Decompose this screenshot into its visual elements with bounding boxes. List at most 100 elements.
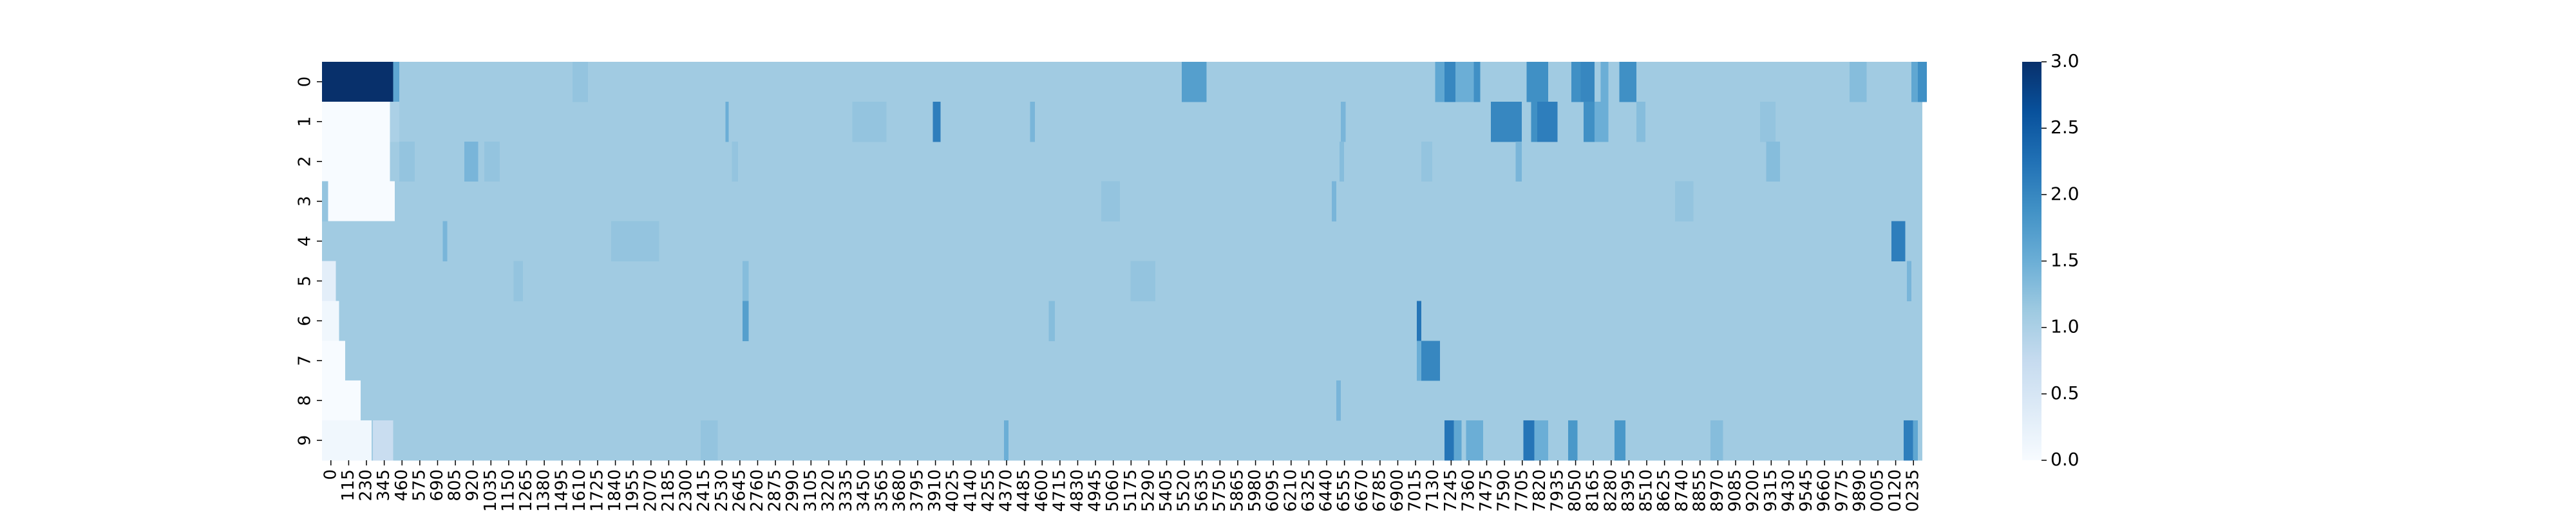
x-tick-label: 6785 [1370,469,1389,512]
x-tick-label: 3680 [890,469,909,512]
x-tick-label: 1610 [570,469,589,512]
x-tick-label: 1150 [498,469,518,512]
heatmap-cell [1636,101,1646,142]
heatmap-cell-block [322,62,398,102]
x-tick-label: 5060 [1103,469,1122,512]
x-tick-label: 4025 [943,469,963,512]
heatmap-cell [701,420,718,461]
x-tick-label: 9430 [1779,469,1798,512]
x-tick-label: 805 [446,469,465,501]
heatmap-cell-block [322,181,395,222]
heatmap-row-9 [322,420,1922,461]
x-tick-label: 460 [392,469,412,501]
x-tick-label: 5405 [1157,469,1176,512]
heatmap-cell [743,301,749,341]
x-tick-label: 4830 [1068,469,1087,512]
x-tick-label: 6900 [1388,469,1407,512]
heatmap-cell [390,101,400,142]
x-tick-label: 8970 [1708,469,1727,512]
x-tick-label: 9315 [1761,469,1781,512]
heatmap-cell-block [322,221,333,261]
x-tick-label: 0120 [1886,469,1905,512]
x-tick-label: 7820 [1530,469,1549,512]
heatmap-cell [1491,101,1522,142]
heatmap-cell [1421,141,1432,182]
x-tick-label: 690 [428,469,447,501]
heatmap-cell [1759,101,1776,142]
heatmap-cell [1421,341,1440,381]
heatmap-cell-block [322,101,390,142]
x-tick-label: 5290 [1139,469,1158,512]
x-tick-label: 6670 [1352,469,1372,512]
heatmap-cell [399,141,415,182]
heatmap-row-4 [322,221,1922,261]
heatmap-cell [743,261,749,301]
x-tick-label: 4255 [979,469,998,512]
heatmap-row-1 [322,101,1922,142]
heatmap-row-2 [322,141,1922,182]
heatmap-cell [1615,420,1626,461]
heatmap-cell [1101,181,1120,222]
heatmap-cell [1515,141,1522,182]
y-tick-label: 7 [296,355,315,366]
heatmap-cell [1466,420,1484,461]
x-tick-label: 0005 [1868,469,1887,512]
x-tick-label: 9775 [1832,469,1852,512]
x-tick-label: 1725 [587,469,607,512]
y-axis-ticks: 0 1 2 3 4 5 6 7 8 9 [296,77,322,445]
x-tick-label: 4140 [961,469,980,512]
x-tick-label: 6095 [1264,469,1283,512]
heatmap-cell [513,261,524,301]
x-tick-label: 4485 [1014,469,1034,512]
x-tick-label: 8855 [1690,469,1709,512]
heatmap-cell [464,141,478,182]
x-tick-label: 3795 [907,469,927,512]
heatmap-row-6 [322,301,1922,341]
x-tick-label: 4715 [1050,469,1069,512]
x-tick-label: 1495 [552,469,571,512]
x-tick-label: 6555 [1334,469,1354,512]
x-tick-label: 2875 [766,469,785,512]
heatmap-cell [1571,62,1581,102]
heatmap-cell [1336,380,1341,421]
x-tick-label: 3565 [872,469,891,512]
x-tick-label: 3335 [837,469,856,512]
x-tick-label: 8625 [1654,469,1674,512]
heatmap-cell [1523,420,1535,461]
x-tick-label: 5635 [1192,469,1211,512]
heatmap-cell [1455,62,1474,102]
heatmap-cell [732,141,738,182]
x-tick-label: 7245 [1441,469,1461,512]
x-tick-label: 1035 [481,469,500,512]
x-tick-label: 6325 [1299,469,1318,512]
heatmap-cell [1181,62,1207,102]
x-tick-label: 8510 [1637,469,1656,512]
x-tick-label: 7705 [1512,469,1531,512]
heatmap-cell [1534,420,1548,461]
heatmap-cell [393,62,400,102]
heatmap-cell [1416,301,1422,341]
heatmap-cell [1130,261,1156,301]
x-tick-label: 7935 [1548,469,1567,512]
x-tick-label: 5750 [1210,469,1229,512]
x-tick-label: 8165 [1584,469,1603,512]
heatmap-cell [1580,62,1595,102]
x-tick-label: 1380 [535,469,554,512]
y-tick-label: 5 [296,276,315,286]
x-tick-label: 2300 [677,469,696,512]
x-tick-label: 1265 [516,469,536,512]
heatmap-cell [1913,420,1918,461]
heatmap-cell [1531,101,1538,142]
x-tick-label: 0235 [1904,469,1923,512]
x-tick-label: 9545 [1797,469,1816,512]
heatmap-cell [1444,62,1455,102]
x-tick-label: 3105 [801,469,820,512]
y-tick-label: 8 [296,395,315,406]
heatmap-cell [1454,420,1462,461]
heatmap-cell-block [322,261,336,301]
colorbar-tick-label: 1.5 [2050,250,2079,271]
heatmap-cell [1568,420,1578,461]
x-tick-label: 5980 [1245,469,1265,512]
heatmap-cell-block [322,141,390,182]
